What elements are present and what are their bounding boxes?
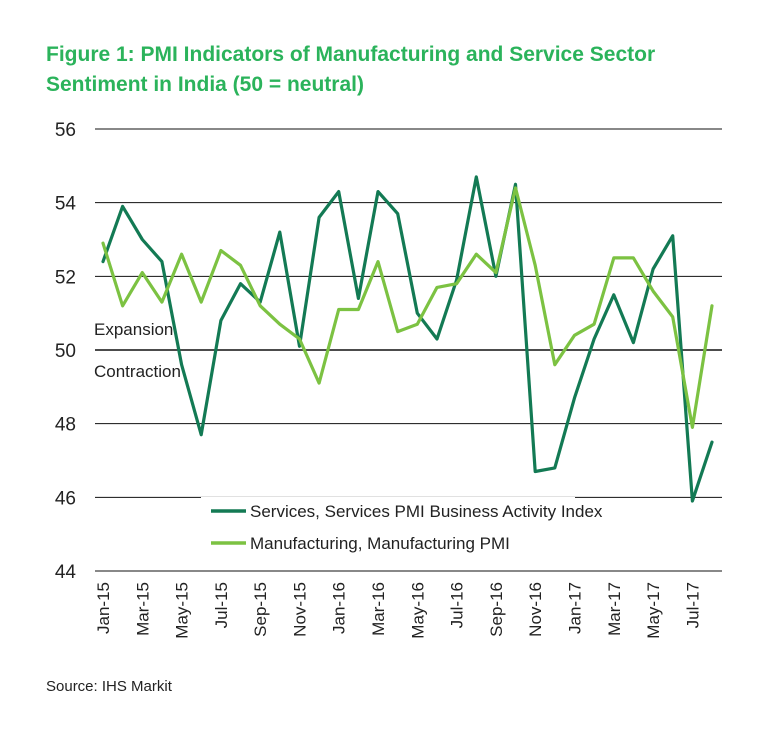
y-tick-label-46: 46 (55, 488, 76, 509)
annotation-expansion: Expansion (94, 320, 173, 339)
chart-title-line-2: Sentiment in India (50 = neutral) (46, 73, 364, 96)
legend-label-1: Services, Services PMI Business Activity… (250, 502, 603, 521)
series-line-1 (101, 175, 714, 503)
x-tick-label-Jul-16: Jul-16 (448, 582, 467, 628)
chart-title: Figure 1: PMI Indicators of Manufacturin… (46, 40, 746, 100)
chart-title-line-1: Figure 1: PMI Indicators of Manufacturin… (46, 43, 656, 66)
x-tick-label-Mar-15: Mar-15 (133, 582, 152, 636)
x-tick-label-May-17: May-17 (644, 582, 663, 639)
x-tick-label-Nov-16: Nov-16 (526, 582, 545, 637)
x-tick-label-Sep-15: Sep-15 (251, 582, 270, 637)
x-tick-label-Mar-17: Mar-17 (605, 582, 624, 636)
y-tick-label-50: 50 (55, 341, 76, 362)
legend-bg-2 (201, 529, 575, 557)
x-tick-label-Jul-17: Jul-17 (683, 582, 702, 628)
y-tick-label-52: 52 (55, 267, 76, 288)
source-note: Source: IHS Markit (46, 678, 172, 695)
series-line-2 (101, 186, 714, 429)
legend-label-2: Manufacturing, Manufacturing PMI (250, 534, 510, 553)
x-tick-label-Nov-15: Nov-15 (290, 582, 309, 637)
x-tick-label-Mar-16: Mar-16 (369, 582, 388, 636)
x-tick-label-Jul-15: Jul-15 (212, 582, 231, 628)
x-tick-label-May-16: May-16 (408, 582, 427, 639)
annotation-contraction: Contraction (94, 362, 181, 381)
x-tick-label-Sep-16: Sep-16 (487, 582, 506, 637)
y-tick-label-56: 56 (55, 120, 76, 141)
x-tick-label-Jan-15: Jan-15 (94, 582, 113, 634)
legend-bg-1 (201, 497, 575, 525)
y-tick-label-48: 48 (55, 415, 76, 436)
x-tick-label-Jan-16: Jan-16 (330, 582, 349, 634)
y-tick-label-44: 44 (55, 562, 77, 583)
x-tick-label-May-15: May-15 (173, 582, 192, 639)
y-tick-label-54: 54 (55, 194, 77, 215)
x-tick-label-Jan-17: Jan-17 (565, 582, 584, 634)
